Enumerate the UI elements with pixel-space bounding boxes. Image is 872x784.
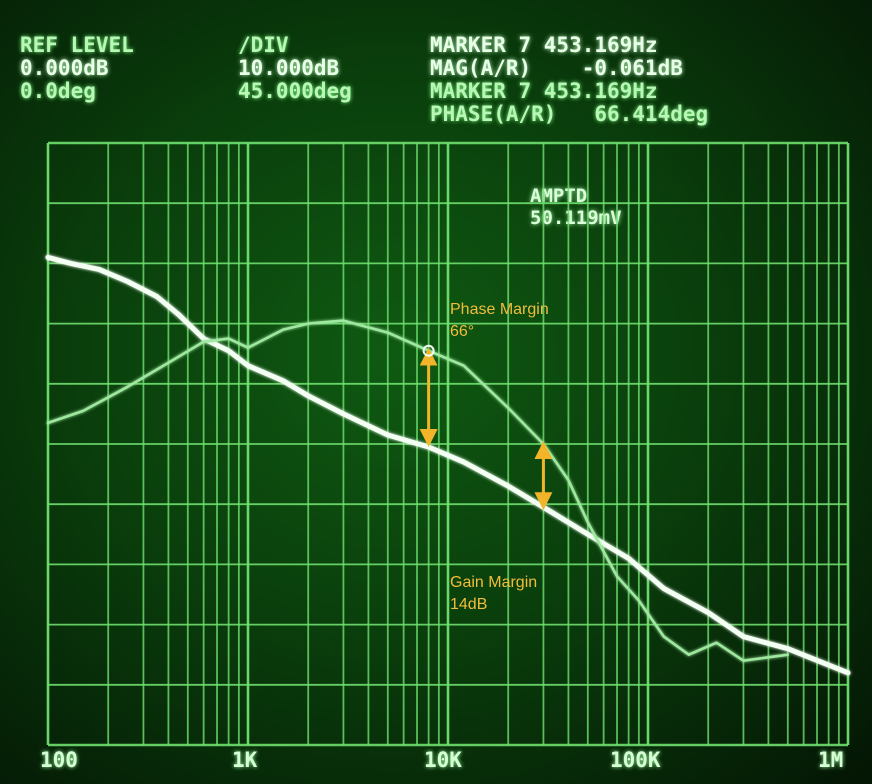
ref-level-mag: 0.000dB: [20, 56, 109, 80]
div-mag: 10.000dB: [238, 56, 340, 80]
div-label: /DIV: [238, 33, 289, 57]
ref-level-phase: 0.0deg: [20, 79, 96, 103]
x-tick-label: 1M: [818, 748, 844, 772]
amptd-value: 50.119mV: [530, 207, 622, 229]
x-tick-label: 1K: [232, 748, 258, 772]
traces: [45, 254, 851, 676]
phase-margin-value: 66°: [450, 323, 475, 340]
magnitude-trace: [45, 254, 851, 676]
ref-level-label: REF LEVEL: [20, 33, 134, 57]
marker-dot: [422, 344, 435, 357]
x-tick-label: 100: [40, 748, 78, 772]
grid: [46, 141, 850, 747]
marker-phase-line1: MARKER 7 453.169Hz: [430, 79, 658, 103]
div-phase: 45.000deg: [238, 79, 352, 103]
marker-mag-line1: MARKER 7 453.169Hz: [430, 33, 658, 57]
x-tick-label: 10K: [424, 748, 462, 772]
annotation-arrows: [419, 344, 553, 511]
gain-margin-value: 14dB: [450, 596, 488, 613]
phase-margin-label: Phase Margin: [450, 301, 549, 318]
marker-phase-line2: PHASE(A/R) 66.414deg: [430, 102, 709, 126]
marker-mag-line2: MAG(A/R) -0.061dB: [430, 56, 683, 80]
phase-trace: [46, 319, 790, 662]
x-tick-label: 100K: [610, 748, 661, 772]
gain-margin-label: Gain Margin: [450, 574, 538, 591]
